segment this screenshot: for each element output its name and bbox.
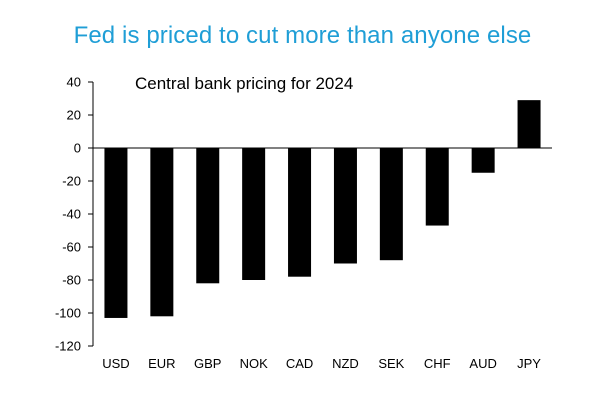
x-tick-label-eur: EUR [148, 356, 175, 371]
x-tick-label-nok: NOK [240, 356, 269, 371]
chart-title: Central bank pricing for 2024 [135, 74, 353, 93]
y-tick-label: 40 [67, 75, 81, 90]
y-tick-label: -60 [62, 240, 81, 255]
bar-chf [425, 148, 449, 226]
y-tick-label: -120 [55, 339, 81, 354]
bar-cad [288, 148, 312, 277]
y-tick-label: -40 [62, 207, 81, 222]
x-tick-label-chf: CHF [424, 356, 451, 371]
bar-nzd [333, 148, 357, 264]
x-tick-label-gbp: GBP [194, 356, 221, 371]
y-tick-label: 0 [74, 141, 81, 156]
y-tick-label: -20 [62, 174, 81, 189]
x-tick-label-usd: USD [102, 356, 129, 371]
bar-eur [150, 148, 174, 317]
bar-gbp [196, 148, 220, 284]
x-axis-labels: USD EUR GBP NOK CAD NZD SEK CHF AUD JPY [102, 356, 541, 371]
y-axis-ticks: 40 20 0 -20 -40 -60 -80 -100 -120 [55, 75, 93, 354]
bar-nok [242, 148, 266, 280]
x-tick-label-sek: SEK [378, 356, 404, 371]
y-tick-label: 20 [67, 108, 81, 123]
y-tick-label: -80 [62, 273, 81, 288]
x-tick-label-aud: AUD [469, 356, 496, 371]
bar-aud [471, 148, 495, 173]
x-tick-label-nzd: NZD [332, 356, 359, 371]
bar-jpy [517, 100, 541, 148]
x-tick-label-jpy: JPY [517, 356, 541, 371]
x-tick-label-cad: CAD [286, 356, 313, 371]
bars [104, 100, 541, 318]
bar-usd [104, 148, 128, 318]
bar-sek [379, 148, 403, 261]
y-tick-label: -100 [55, 306, 81, 321]
headline: Fed is priced to cut more than anyone el… [73, 22, 532, 49]
